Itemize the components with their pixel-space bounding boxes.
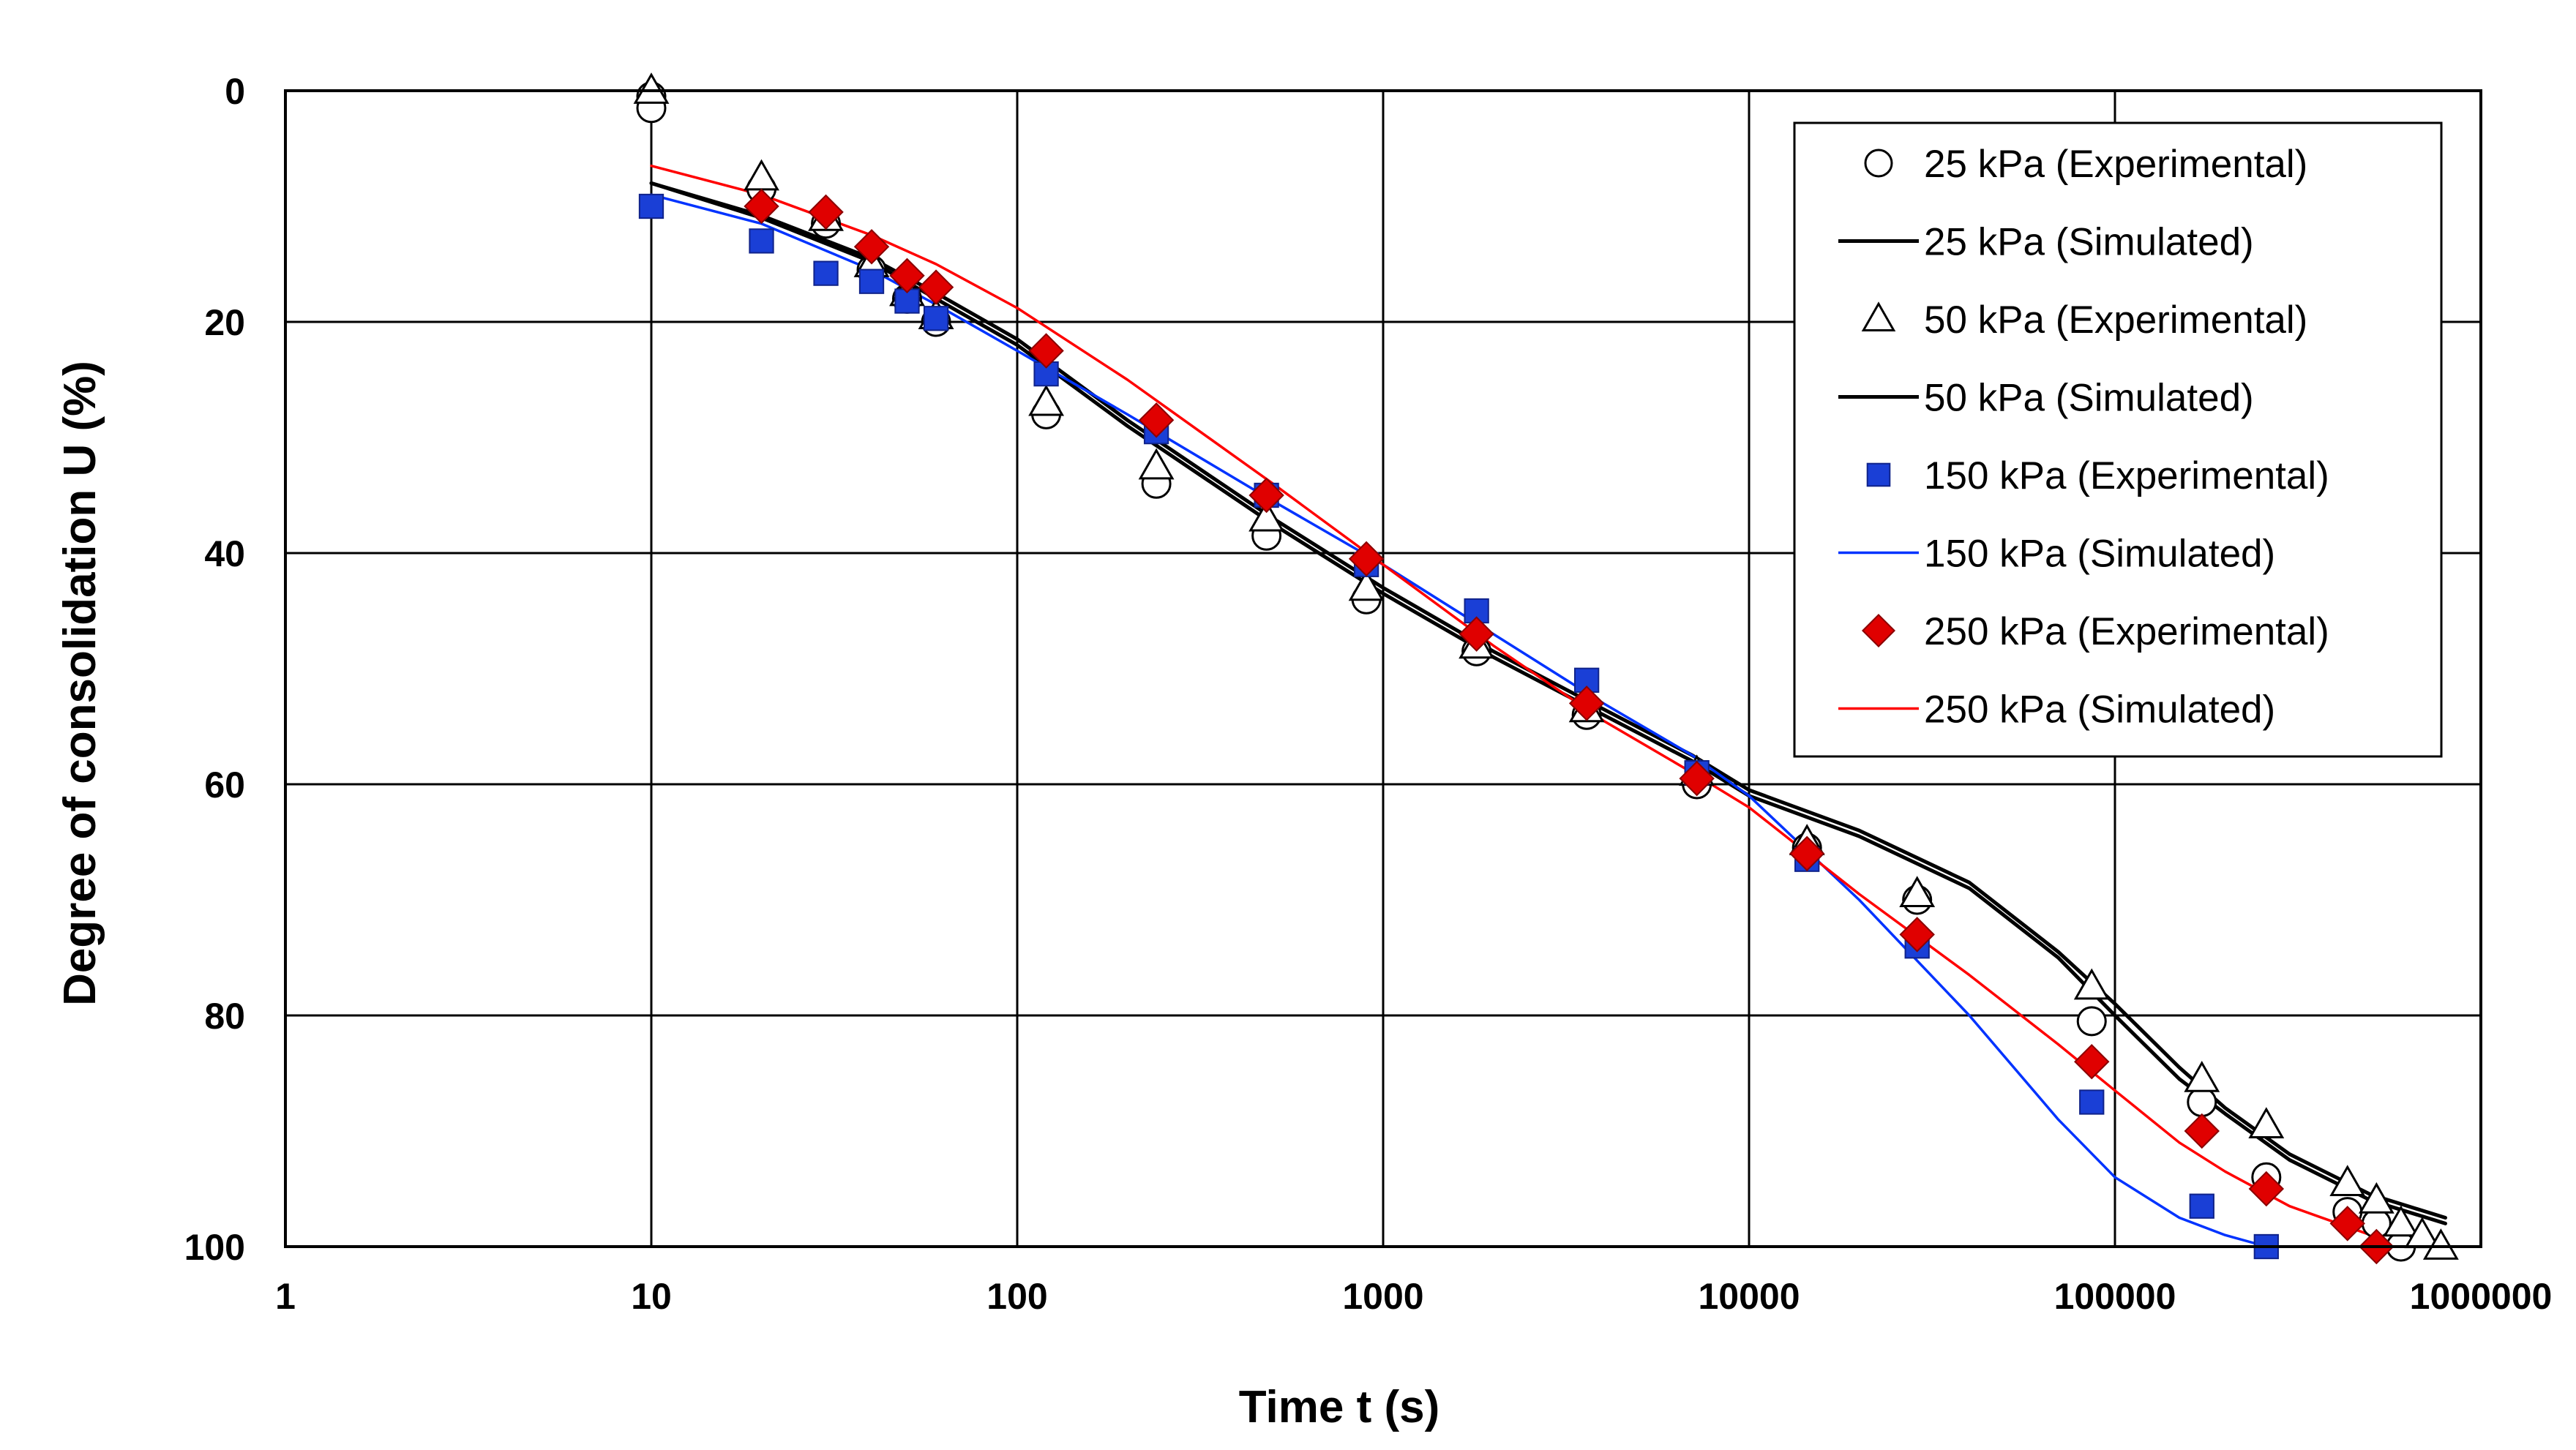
x-tick-label: 1000 <box>1342 1276 1423 1317</box>
data-point-50-kpa-experimental <box>1248 500 1285 532</box>
data-point-250-kpa-experimental <box>1679 760 1715 797</box>
legend-label: 50 kPa (Experimental) <box>1924 298 2307 342</box>
plot-area-series <box>633 72 2459 1265</box>
legend-box <box>1793 121 2443 758</box>
data-point-250-kpa-experimental <box>2074 1043 2110 1080</box>
series-line-250-kpa-simulated <box>650 164 2373 1236</box>
data-point-50-kpa-experimental <box>2329 1165 2366 1196</box>
data-point-150-kpa-experimental <box>638 193 664 219</box>
data-point-250-kpa-experimental <box>2329 1206 2365 1241</box>
data-point-150-kpa-experimental <box>923 306 949 331</box>
data-point-50-kpa-experimental <box>2184 1061 2220 1092</box>
y-tick-label: 0 <box>225 71 245 112</box>
data-point-50-kpa-experimental <box>1138 448 1175 480</box>
data-point-50-kpa-experimental <box>2073 968 2110 1000</box>
data-point-250-kpa-experimental <box>808 194 844 230</box>
data-point-250-kpa-experimental <box>2184 1113 2220 1149</box>
data-point-250-kpa-experimental <box>1028 333 1064 369</box>
x-tick-label: 1 <box>275 1276 296 1317</box>
x-tick-label: 100 <box>986 1276 1047 1317</box>
x-tick-label: 10 <box>631 1276 672 1317</box>
y-tick-label: 20 <box>204 302 245 343</box>
data-point-150-kpa-experimental <box>2079 1089 2105 1115</box>
legend-marker-swatch <box>1861 301 1896 332</box>
data-point-50-kpa-experimental <box>1028 384 1065 416</box>
data-point-25-kpa-experimental <box>2076 1006 2107 1037</box>
legend-label: 250 kPa (Experimental) <box>1924 610 2329 653</box>
legend: 25 kPa (Experimental) 25 kPa (Simulated) 5… <box>1793 121 2443 758</box>
x-axis-title: Time t (s) <box>1239 1382 1439 1432</box>
legend-label: 25 kPa (Simulated) <box>1924 221 2254 264</box>
legend-label: 250 kPa (Simulated) <box>1924 688 2275 732</box>
legend-label: 150 kPa (Simulated) <box>1924 533 2275 576</box>
data-point-250-kpa-experimental <box>1789 835 1825 872</box>
x-tick-label: 100000 <box>2054 1276 2176 1317</box>
data-point-50-kpa-experimental <box>744 159 779 191</box>
data-point-50-kpa-experimental <box>2383 1205 2419 1237</box>
legend-label: 50 kPa (Simulated) <box>1924 377 2254 420</box>
legend-marker-swatch <box>1864 149 1893 178</box>
data-point-50-kpa-experimental <box>1899 876 1936 907</box>
data-point-250-kpa-experimental <box>918 269 954 305</box>
data-point-50-kpa-experimental <box>2358 1182 2395 1214</box>
y-tick-label: 80 <box>204 996 245 1037</box>
legend-marker-swatch <box>1866 462 1891 487</box>
data-point-250-kpa-experimental <box>1348 541 1385 577</box>
y-tick-label: 60 <box>204 765 245 805</box>
data-point-25-kpa-experimental <box>2187 1087 2217 1117</box>
data-point-50-kpa-experimental <box>1348 569 1385 601</box>
legend-label: 150 kPa (Experimental) <box>1924 454 2329 497</box>
data-point-150-kpa-experimental <box>749 228 774 254</box>
x-tick-label: 1000000 <box>2410 1276 2553 1317</box>
data-point-150-kpa-experimental <box>894 288 920 314</box>
data-point-250-kpa-experimental <box>1568 685 1605 721</box>
data-point-150-kpa-experimental <box>813 260 839 286</box>
y-axis-title: Degree of consolidation U (%) <box>55 361 105 1006</box>
data-point-250-kpa-experimental <box>1899 917 1935 953</box>
data-point-150-kpa-experimental <box>2189 1193 2214 1219</box>
y-tick-label: 40 <box>204 533 245 574</box>
data-point-250-kpa-experimental <box>744 188 779 225</box>
axis-tick-labels: 1 10 100 1000 10000 100000 1000000 0 20 40 60 80 100 <box>184 71 2553 1317</box>
x-tick-label: 10000 <box>1698 1276 1800 1317</box>
data-point-50-kpa-experimental <box>2248 1107 2285 1138</box>
y-tick-label: 100 <box>184 1227 245 1268</box>
legend-label: 25 kPa (Experimental) <box>1924 143 2307 186</box>
data-point-250-kpa-experimental <box>2248 1171 2285 1207</box>
data-point-250-kpa-experimental <box>1459 616 1494 652</box>
plot-frame <box>284 89 2482 1248</box>
data-point-250-kpa-experimental <box>889 258 925 294</box>
data-point-50-kpa-experimental <box>633 72 670 104</box>
data-point-50-kpa-experimental <box>2422 1228 2459 1260</box>
data-point-150-kpa-experimental <box>1574 667 1600 693</box>
legend-marker-swatch <box>1861 613 1896 648</box>
data-point-150-kpa-experimental <box>858 268 885 294</box>
data-point-250-kpa-experimental <box>1138 402 1175 438</box>
data-point-250-kpa-experimental <box>1248 477 1284 514</box>
data-point-250-kpa-experimental <box>853 229 890 265</box>
